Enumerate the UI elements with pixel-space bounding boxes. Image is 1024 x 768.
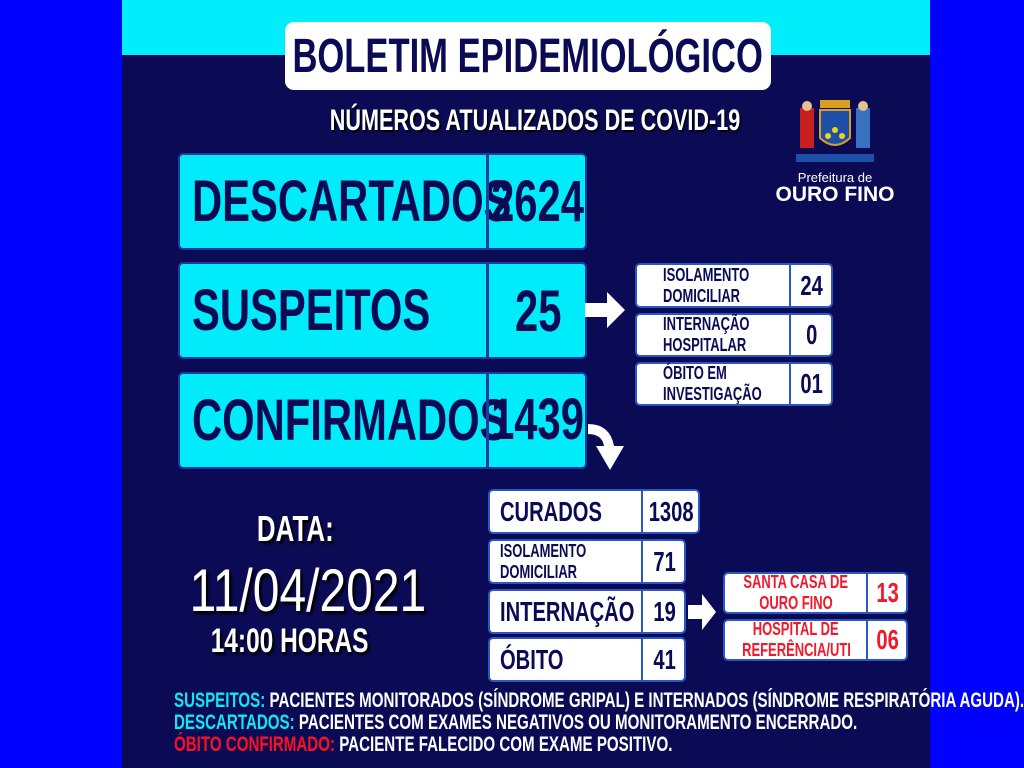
box-value: 71	[653, 545, 676, 577]
definition-suspeitos: SUSPEITOS: PACIENTES MONITORADOS (SÍNDRO…	[174, 690, 1024, 712]
box-label-line1: INTERNAÇÃO	[663, 314, 750, 334]
definition-text: PACIENTE FALECIDO COM EXAME POSITIVO.	[334, 733, 673, 756]
title-text: BOLETIM EPIDEMIOLÓGICO	[292, 29, 764, 83]
isolamento-confirmados-box: ISOLAMENTO DOMICILIAR 71	[488, 539, 686, 584]
footer-definitions: SUSPEITOS: PACIENTES MONITORADOS (SÍNDRO…	[174, 690, 1024, 756]
definition-descartados: DESCARTADOS: PACIENTES COM EXAMES NEGATI…	[174, 712, 1024, 734]
box-label-line2: OURO FINO	[759, 593, 833, 613]
definition-term: ÓBITO CONFIRMADO:	[174, 733, 335, 756]
box-value: 06	[876, 624, 900, 655]
box-value: 24	[800, 269, 824, 301]
box-label-line1: ISOLAMENTO	[663, 264, 750, 285]
date-label: DATA:	[200, 508, 390, 550]
box-label: INTERNAÇÃO	[500, 596, 635, 627]
logo-city: OURO FINO	[775, 183, 895, 206]
box-value: 01	[800, 368, 824, 399]
date-value-text: 11/04/2021	[189, 557, 427, 624]
box-value: 41	[653, 643, 676, 675]
confirmados-label: CONFIRMADOS	[192, 388, 508, 453]
definition-obito: ÓBITO CONFIRMADO: PACIENTE FALECIDO COM …	[174, 734, 1024, 756]
internacao-suspeitos-box: INTERNAÇÃO HOSPITALAR 0	[635, 313, 833, 357]
box-value: 1308	[649, 495, 694, 527]
box-value: 0	[806, 319, 818, 350]
suspeitos-value: 25	[514, 279, 562, 344]
date-value: 11/04/2021	[160, 556, 440, 625]
confirmados-value: 1439	[491, 387, 585, 452]
logo-prefix: Prefeitura de	[797, 170, 873, 185]
suspeitos-label: SUSPEITOS	[192, 278, 431, 343]
box-label-line2: DOMICILIAR	[500, 561, 578, 582]
descartados-box: DESCARTADOS 2624	[178, 153, 587, 250]
curados-box: CURADOS 1308	[488, 489, 700, 534]
descartados-value: 2624	[491, 169, 585, 234]
city-crest-logo	[790, 100, 880, 166]
suspeitos-box: SUSPEITOS 25	[178, 262, 587, 359]
box-label-line1: HOSPITAL DE	[753, 619, 839, 639]
box-label-line1: ÓBITO EM	[663, 363, 727, 383]
time-value: 14:00 HORAS	[170, 622, 410, 661]
page-title: BOLETIM EPIDEMIOLÓGICO	[285, 22, 771, 90]
hospital-referencia-box: HOSPITAL DE REFERÊNCIA/UTI 06	[723, 619, 908, 661]
definition-term: SUSPEITOS:	[174, 689, 266, 712]
box-label-line2: HOSPITALAR	[663, 335, 747, 355]
box-label-line2: REFERÊNCIA/UTI	[741, 640, 851, 660]
box-label-line2: DOMICILIAR	[663, 285, 741, 306]
box-label-line1: SANTA CASA DE	[743, 572, 849, 592]
box-label-line2: INVESTIGAÇÃO	[663, 384, 762, 404]
isolamento-suspeitos-box: ISOLAMENTO DOMICILIAR 24	[635, 263, 833, 308]
arrow-right-icon-2	[688, 594, 716, 630]
box-label-line1: ISOLAMENTO	[500, 540, 587, 561]
obito-box: ÓBITO 41	[488, 637, 686, 682]
curved-arrow-down-icon	[588, 424, 624, 470]
subtitle: NÚMEROS ATUALIZADOS DE COVID-19	[250, 104, 810, 138]
date-label-text: DATA:	[256, 508, 334, 549]
definition-text: PACIENTES COM EXAMES NEGATIVOS OU MONITO…	[294, 711, 858, 734]
santa-casa-box: SANTA CASA DE OURO FINO 13	[723, 572, 908, 614]
internacao-confirmados-box: INTERNAÇÃO 19	[488, 589, 686, 634]
arrow-right-icon	[585, 292, 625, 328]
obito-investigacao-box: ÓBITO EM INVESTIGAÇÃO 01	[635, 362, 833, 406]
definition-term: DESCARTADOS:	[174, 711, 295, 734]
box-label: ÓBITO	[500, 644, 564, 675]
box-value: 19	[653, 595, 676, 627]
confirmados-box: CONFIRMADOS 1439	[178, 372, 587, 469]
box-value: 13	[876, 577, 900, 608]
box-label: CURADOS	[500, 496, 602, 527]
time-value-text: 14:00 HORAS	[211, 622, 369, 660]
subtitle-text: NÚMEROS ATUALIZADOS DE COVID-19	[329, 104, 741, 137]
descartados-label: DESCARTADOS	[192, 169, 512, 234]
definition-text: PACIENTES MONITORADOS (SÍNDROME GRIPAL) …	[265, 689, 1024, 712]
crest-icon	[796, 100, 874, 162]
